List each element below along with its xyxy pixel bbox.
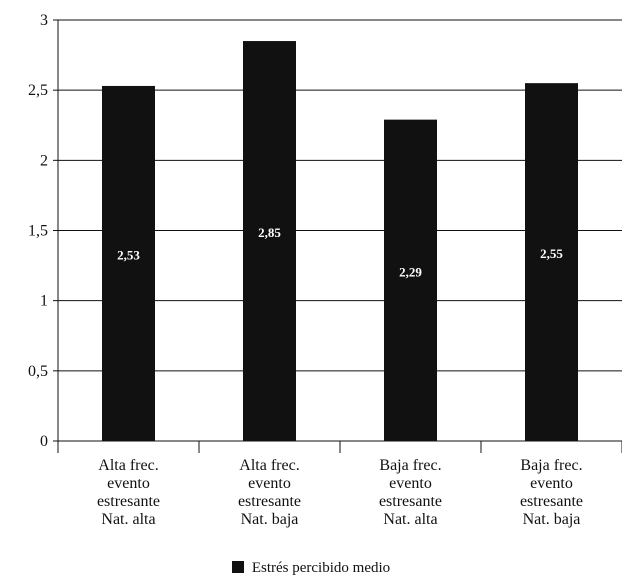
- x-category-label: Baja frec. evento estresante Nat. baja: [520, 457, 583, 528]
- y-tick-label: 0: [40, 433, 48, 450]
- bar: [525, 83, 578, 442]
- data-label: 2,29: [399, 264, 422, 279]
- x-category-label: Baja frec. evento estresante Nat. alta: [379, 457, 442, 528]
- bar: [102, 85, 155, 441]
- legend-label: Estrés percibido medio: [251, 560, 391, 576]
- data-label: 2,85: [258, 225, 281, 240]
- data-label: 2,55: [540, 246, 563, 261]
- bar: [243, 41, 296, 442]
- bar: [384, 119, 437, 442]
- legend: Estrés percibido medio: [0, 559, 622, 577]
- data-label: 2,53: [117, 247, 140, 262]
- x-category-label: Alta frec. evento estresante Nat. baja: [238, 457, 301, 528]
- y-tick-label: 1,5: [28, 223, 48, 240]
- y-tick-label: 2,5: [28, 82, 48, 99]
- y-tick-label: 2: [40, 152, 48, 169]
- y-tick-label: 1: [40, 293, 48, 310]
- y-tick-label: 3: [40, 12, 48, 29]
- y-tick-label: 0,5: [28, 363, 48, 380]
- x-category-label: Alta frec. evento estresante Nat. alta: [97, 457, 160, 528]
- legend-swatch: [231, 561, 244, 573]
